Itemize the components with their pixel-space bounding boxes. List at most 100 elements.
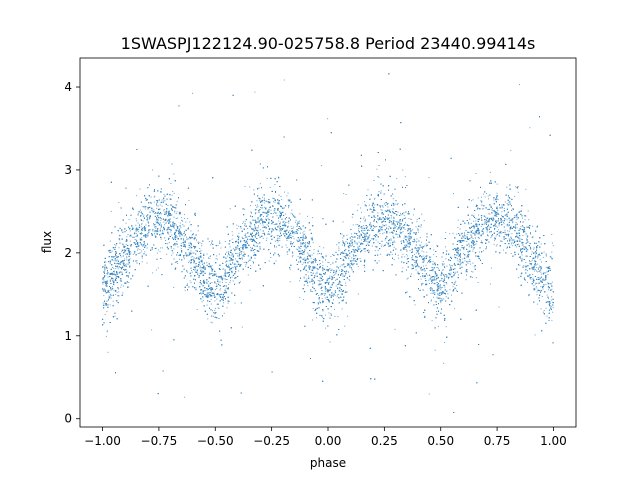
data-point [348,257,350,259]
data-point [524,279,526,281]
data-point [313,262,315,264]
data-point [399,231,401,233]
data-point [409,231,411,233]
data-point [334,308,335,310]
data-point [275,260,277,262]
data-point [244,186,246,188]
data-point [179,258,180,260]
data-point [515,221,517,223]
data-point [431,283,433,284]
data-point [357,224,359,225]
data-point [530,233,531,235]
data-point [504,214,506,216]
data-point [371,245,373,247]
data-point [552,306,554,308]
data-point [336,295,338,297]
data-point [144,243,145,245]
data-point [436,289,438,291]
data-point [329,286,331,288]
data-point [312,242,314,244]
data-point [146,247,148,249]
data-point [268,222,270,223]
data-point [540,273,542,275]
data-point [126,263,128,265]
data-point [312,291,313,293]
data-point [232,253,234,255]
data-point [414,264,416,266]
data-point [254,257,256,259]
data-point [112,286,113,288]
data-point [442,261,444,263]
data-point [409,243,410,245]
data-point [130,236,132,237]
data-point [498,214,500,215]
data-point [393,259,395,261]
data-point [186,283,188,285]
data-point [329,275,331,277]
data-point [497,208,499,210]
data-point [338,246,340,248]
data-point [449,289,451,291]
data-point [446,283,448,285]
data-point [475,220,477,222]
data-point [412,240,413,242]
data-point [389,209,391,211]
data-point [457,259,459,261]
data-point [423,251,425,253]
data-point [272,197,274,199]
data-point [334,295,336,297]
data-point [470,230,472,232]
data-point [552,311,554,313]
data-point [496,226,498,228]
data-point [301,238,303,240]
data-point [456,285,458,286]
data-point [250,222,252,224]
data-point [439,284,441,286]
data-point [288,207,289,209]
data-point [454,273,456,275]
data-point [130,252,132,254]
data-point [164,237,166,239]
data-point [423,220,425,222]
data-point [317,269,319,271]
data-point [456,257,458,259]
data-point [475,217,477,219]
data-point [134,252,136,254]
data-point [265,239,267,241]
data-point [181,234,183,236]
data-point [533,247,535,249]
data-point [359,221,361,223]
data-point [489,283,491,285]
data-point [407,245,408,247]
data-point [243,262,245,263]
data-point [268,260,270,262]
data-point [215,258,217,260]
data-point [147,217,148,219]
data-point [493,243,495,245]
data-point [511,209,513,211]
data-point [176,211,178,213]
data-point [492,217,494,219]
data-point [155,227,157,229]
data-point [475,230,477,232]
data-point [299,247,300,249]
data-point [246,247,248,249]
data-point [420,241,422,243]
data-point [240,247,242,248]
data-point [177,217,179,219]
data-point [493,209,495,211]
data-point [450,268,452,270]
data-point [365,241,367,242]
data-point [549,310,550,312]
data-point [156,252,158,254]
data-point [511,241,513,243]
data-point [468,246,470,248]
data-point [135,239,137,241]
data-point [151,248,153,250]
data-point [256,200,258,202]
data-point [261,201,263,203]
data-point [292,227,294,229]
data-point [397,211,399,213]
data-point [433,282,435,284]
data-point [410,273,412,275]
